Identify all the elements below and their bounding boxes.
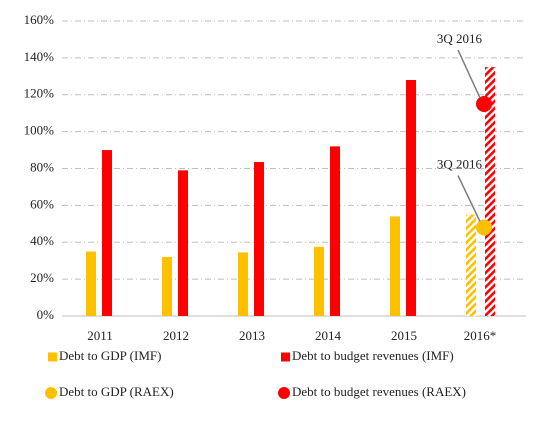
- legend-swatch: [45, 387, 57, 399]
- bar: [178, 170, 188, 316]
- dot: [476, 95, 492, 112]
- legend-label: Debt to budget revenues (IMF): [292, 348, 454, 363]
- annotation-line: [457, 175, 481, 222]
- x-tick-label: 2011: [87, 328, 113, 343]
- bar: [86, 251, 96, 316]
- bar: [406, 80, 416, 316]
- y-tick-label: 20%: [30, 270, 54, 285]
- x-tick-label: 2014: [315, 328, 342, 343]
- y-tick-label: 100%: [24, 123, 55, 138]
- x-tick-label: 2016*: [464, 328, 497, 343]
- y-tick-label: 160%: [24, 12, 55, 27]
- legend-swatch: [48, 352, 57, 362]
- bar: [390, 216, 400, 316]
- bar: [485, 67, 495, 316]
- bar: [254, 162, 264, 316]
- legend-label: Debt to budget revenues (RAEX): [292, 384, 466, 399]
- legend-label: Debt to GDP (RAEX): [59, 384, 174, 399]
- legend-swatch: [278, 387, 290, 399]
- x-tick-label: 2015: [391, 328, 417, 343]
- y-tick-label: 80%: [30, 159, 54, 174]
- y-tick-label: 0%: [37, 307, 55, 322]
- legend-label: Debt to GDP (IMF): [59, 348, 161, 363]
- y-tick-label: 140%: [24, 49, 55, 64]
- legend-swatch: [281, 352, 290, 362]
- y-tick-label: 60%: [30, 196, 54, 211]
- bar: [102, 150, 112, 316]
- y-tick-label: 120%: [24, 86, 55, 101]
- bar: [162, 257, 172, 316]
- bar: [238, 252, 248, 316]
- annotation: 3Q 2016: [437, 31, 483, 46]
- x-tick-label: 2013: [239, 328, 265, 343]
- dot: [476, 219, 492, 236]
- bar: [330, 146, 340, 316]
- bar: [314, 246, 324, 316]
- annotation: 3Q 2016: [437, 156, 483, 171]
- x-tick-label: 2012: [163, 328, 189, 343]
- annotation-line: [457, 49, 481, 99]
- y-tick-label: 40%: [30, 233, 54, 248]
- bar: [466, 214, 476, 316]
